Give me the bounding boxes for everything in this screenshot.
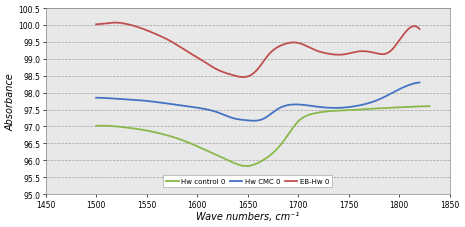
Hw control 0 <box>335 110 340 113</box>
EB-Hw 0 <box>222 72 228 75</box>
Hw CMC 0 <box>329 107 335 110</box>
X-axis label: Wave numbers, cm⁻¹: Wave numbers, cm⁻¹ <box>196 212 299 222</box>
EB-Hw 0 <box>299 43 304 46</box>
Legend: Hw control 0, Hw CMC 0, EB-Hw 0: Hw control 0, Hw CMC 0, EB-Hw 0 <box>163 176 332 187</box>
Line: Hw CMC 0: Hw CMC 0 <box>96 83 419 121</box>
Hw CMC 0 <box>221 114 227 117</box>
Hw control 0 <box>202 149 207 151</box>
Hw control 0 <box>93 125 99 128</box>
Hw control 0 <box>427 105 432 108</box>
EB-Hw 0 <box>113 22 119 25</box>
Hw control 0 <box>226 159 231 162</box>
EB-Hw 0 <box>328 54 334 56</box>
Hw control 0 <box>133 128 139 131</box>
Hw CMC 0 <box>199 108 204 110</box>
EB-Hw 0 <box>240 76 246 79</box>
EB-Hw 0 <box>330 54 336 57</box>
Line: EB-Hw 0: EB-Hw 0 <box>96 23 419 78</box>
Line: Hw control 0: Hw control 0 <box>96 107 430 166</box>
EB-Hw 0 <box>417 29 422 31</box>
Hw CMC 0 <box>417 82 422 84</box>
Hw CMC 0 <box>252 120 257 123</box>
EB-Hw 0 <box>133 26 139 29</box>
Hw CMC 0 <box>93 97 99 100</box>
Hw control 0 <box>337 110 342 112</box>
Hw control 0 <box>244 165 249 168</box>
EB-Hw 0 <box>93 24 99 27</box>
Hw CMC 0 <box>132 99 138 102</box>
Y-axis label: Absorbance: Absorbance <box>6 73 15 130</box>
Hw CMC 0 <box>327 107 333 110</box>
Hw control 0 <box>304 115 310 117</box>
EB-Hw 0 <box>199 60 205 63</box>
Hw CMC 0 <box>298 104 303 106</box>
